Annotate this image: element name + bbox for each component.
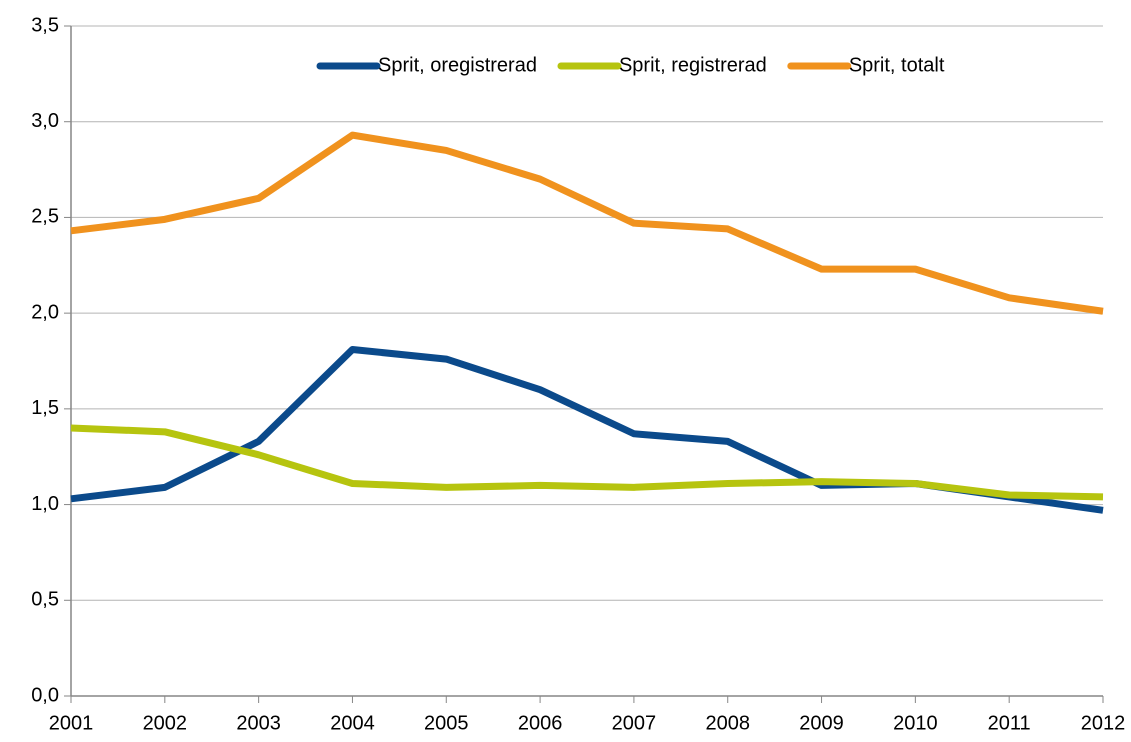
series-line bbox=[70, 131, 1104, 315]
x-tick-label: 2005 bbox=[424, 712, 469, 734]
y-tick-label: 0,5 bbox=[31, 589, 59, 611]
x-tick-label: 2004 bbox=[330, 712, 375, 734]
y-tick-label: 2,5 bbox=[31, 206, 59, 228]
y-tick-label: 1,5 bbox=[31, 397, 59, 419]
x-tick-label: 2012 bbox=[1081, 712, 1126, 734]
x-tick-label: 2008 bbox=[705, 712, 750, 734]
y-tick-label: 3,0 bbox=[31, 110, 59, 132]
x-tick-label: 2011 bbox=[988, 712, 1031, 734]
series-line bbox=[70, 424, 1104, 501]
y-tick-label: 1,0 bbox=[31, 493, 59, 515]
x-tick-label: 2010 bbox=[893, 712, 938, 734]
legend-label: Sprit, oregistrerad bbox=[378, 54, 537, 76]
legend-label: Sprit, registrerad bbox=[619, 54, 767, 76]
x-tick-label: 2002 bbox=[143, 712, 188, 734]
x-tick-label: 2001 bbox=[49, 712, 94, 734]
x-tick-label: 2007 bbox=[612, 712, 657, 734]
x-tick-label: 2009 bbox=[799, 712, 844, 734]
y-tick-label: 3,5 bbox=[31, 14, 59, 36]
y-tick-label: 0,0 bbox=[31, 684, 59, 706]
x-tick-label: 2006 bbox=[518, 712, 563, 734]
legend-label: Sprit, totalt bbox=[849, 54, 945, 76]
y-tick-label: 2,0 bbox=[31, 301, 59, 323]
x-tick-label: 2003 bbox=[236, 712, 281, 734]
